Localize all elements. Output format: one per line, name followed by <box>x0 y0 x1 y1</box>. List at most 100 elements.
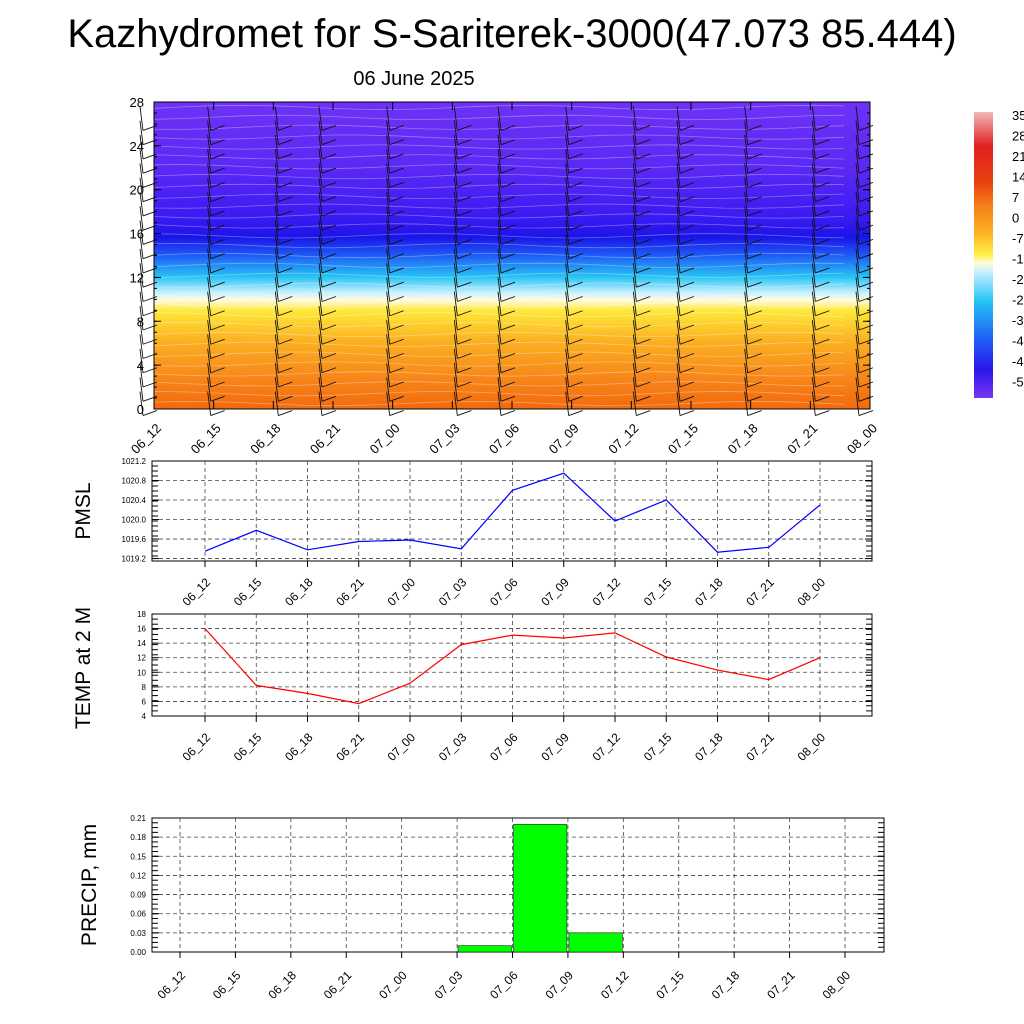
wind-barb-flag <box>858 267 874 274</box>
wind-barb-flag <box>815 281 830 288</box>
wind-barb-flag <box>142 196 158 203</box>
wind-barb-flag <box>747 281 762 288</box>
wind-barb <box>139 377 144 402</box>
x-tick-label: 06_18 <box>265 968 299 1002</box>
contour-line <box>153 154 845 160</box>
x-tick-label: 07_06 <box>487 968 521 1002</box>
wind-barb-flag <box>858 139 874 146</box>
wind-barb <box>676 206 681 231</box>
wind-barb-flag <box>500 224 516 231</box>
wind-barb-flag <box>457 182 472 188</box>
x-tick-label: 07_18 <box>692 730 726 764</box>
wind-barb-flag <box>142 395 158 402</box>
wind-barb-flag <box>210 367 225 374</box>
wind-barb-flag <box>747 210 762 217</box>
colorbar-label: -3 <box>1012 313 1024 328</box>
wind-barb-flag <box>389 196 404 203</box>
x-tick-label: 07_21 <box>784 421 820 457</box>
x-tick-label: 06_18 <box>247 421 283 457</box>
contour-line <box>153 272 845 278</box>
wind-barb <box>811 163 816 188</box>
wind-barb-flag <box>142 167 158 174</box>
wind-barb-flag <box>321 153 337 160</box>
colorbar-label: 28 <box>1012 129 1024 144</box>
wind-barb <box>318 362 323 388</box>
wind-barb <box>632 163 637 188</box>
wind-barb <box>632 234 637 259</box>
colorbar-label: 0 <box>1012 211 1019 226</box>
wind-barb <box>318 320 323 345</box>
wind-barb-flag <box>747 338 762 345</box>
x-tick-label: 08_00 <box>795 575 829 609</box>
colorbar-label: -4 <box>1012 334 1024 349</box>
wind-barb-flag <box>747 239 762 245</box>
wind-barb <box>676 377 681 402</box>
wind-barb-flag <box>278 125 293 131</box>
wind-barb <box>744 248 749 274</box>
wind-barb <box>632 220 637 245</box>
wind-barb <box>274 163 279 188</box>
wind-barb <box>139 320 144 345</box>
wind-barb <box>274 377 279 402</box>
wind-barb <box>207 134 212 160</box>
wind-barb-flag <box>210 224 225 231</box>
wind-barb <box>744 391 749 416</box>
wind-barb <box>207 305 212 331</box>
wind-barb-flag <box>636 167 651 174</box>
contour-line <box>153 203 845 209</box>
x-tick-label: 07_06 <box>487 730 521 764</box>
wind-barb <box>139 163 144 188</box>
wind-barb <box>139 120 144 145</box>
wind-barb <box>139 291 144 316</box>
wind-barb-flag <box>389 296 404 302</box>
wind-barb-flag <box>278 210 293 217</box>
wind-barb <box>318 391 323 416</box>
wind-barb-flag <box>457 338 472 345</box>
wind-barb <box>386 149 391 174</box>
chart-date: 06 June 2025 <box>353 68 475 90</box>
chart-title: Kazhydromet for S-Sariterek-3000(47.073 … <box>67 12 957 56</box>
wind-barb <box>386 348 391 373</box>
wind-barb-flag <box>278 153 293 160</box>
wind-barb <box>632 277 637 302</box>
wind-barb-flag <box>321 281 337 288</box>
wind-barb <box>811 120 816 145</box>
wind-barb <box>274 305 279 331</box>
wind-barb <box>744 177 749 202</box>
wind-barb <box>453 291 458 316</box>
wind-barb <box>318 277 323 302</box>
wind-barb-flag <box>321 182 337 188</box>
wind-barb-flag <box>679 395 695 402</box>
wind-barb <box>565 362 570 388</box>
wind-barb-flag <box>278 139 293 146</box>
wind-barb <box>744 106 749 131</box>
wind-barb <box>565 377 570 402</box>
wind-barb-flag <box>568 153 583 160</box>
wind-barb-flag <box>389 367 404 374</box>
x-tick-label: 07_09 <box>538 575 572 609</box>
wind-barb <box>453 106 458 131</box>
y-tick-label: 18 <box>137 610 146 619</box>
wind-barb <box>386 305 391 331</box>
wind-barb-flag <box>500 281 516 288</box>
wind-barb-flag <box>278 324 293 331</box>
wind-barb <box>811 220 816 245</box>
wind-barb <box>744 149 749 174</box>
wind-barb <box>565 263 570 288</box>
wind-barb <box>386 248 391 274</box>
wind-barb <box>811 277 816 302</box>
contour-line <box>153 400 845 407</box>
y-tick-label: 6 <box>142 697 147 706</box>
wind-barb-flag <box>142 125 158 131</box>
wind-barb-flag <box>142 381 158 388</box>
wind-barb <box>386 377 391 402</box>
wind-barb-flag <box>210 281 225 288</box>
wind-barb-flag <box>568 210 583 217</box>
wind-barb <box>139 206 144 231</box>
wind-barb-flag <box>815 139 830 146</box>
wind-barb <box>855 163 860 188</box>
wind-barb-flag <box>321 224 337 231</box>
contour-line <box>153 213 845 219</box>
contour-line <box>153 321 845 328</box>
